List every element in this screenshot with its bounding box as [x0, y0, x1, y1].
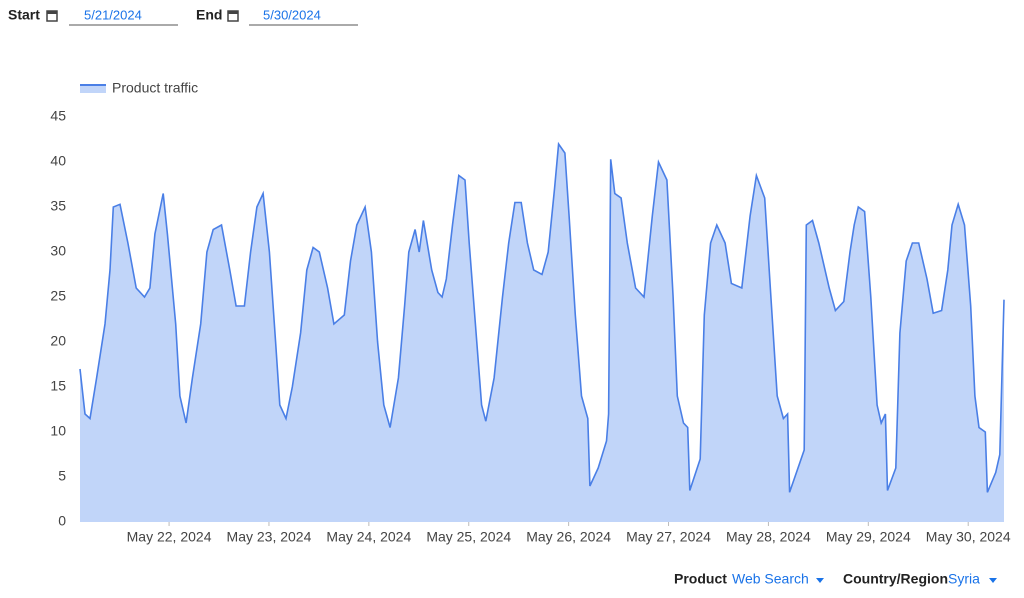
y-tick-label: 25: [50, 288, 66, 304]
start-date[interactable]: 5/21/2024: [84, 7, 142, 22]
region-dropdown[interactable]: Syria: [948, 571, 997, 587]
x-tick-label: May 24, 2024: [326, 529, 411, 545]
end-date[interactable]: 5/30/2024: [263, 7, 321, 22]
x-tick-label: May 29, 2024: [826, 529, 911, 545]
legend-swatch: [80, 85, 106, 93]
x-tick-label: May 22, 2024: [127, 529, 212, 545]
dropdown-arrow: [816, 578, 824, 583]
line: [79, 141, 1005, 493]
x-tick-label: May 26, 2024: [526, 529, 611, 545]
dropdown-arrow: [989, 578, 997, 583]
y-tick-label: 40: [50, 153, 66, 169]
y-tick-label: 35: [50, 198, 66, 214]
x-tick-label: May 30, 2024: [926, 529, 1011, 545]
y-tick-label: 30: [50, 243, 66, 259]
y-tick-label: 0: [58, 513, 66, 529]
product-label: Product: [674, 571, 727, 587]
y-tick-label: 20: [50, 333, 66, 349]
end-label: End: [196, 7, 222, 23]
y-tick-label: 45: [50, 108, 66, 124]
end-date-field[interactable]: 5/30/2024: [249, 7, 358, 26]
y-tick-label: 15: [50, 378, 66, 394]
product-value[interactable]: Web Search: [732, 571, 809, 587]
start-date-field[interactable]: 5/21/2024: [69, 7, 178, 26]
calendar-icon: [227, 10, 239, 22]
area: [80, 144, 1004, 522]
start-label: Start: [8, 7, 40, 23]
x-tick-label: May 28, 2024: [726, 529, 811, 545]
region-label: Country/Region: [843, 571, 948, 587]
legend-label: Product traffic: [112, 80, 198, 96]
x-tick-label: May 23, 2024: [227, 529, 312, 545]
region-value[interactable]: Syria: [948, 571, 980, 587]
y-tick-label: 5: [58, 468, 66, 484]
product-dropdown[interactable]: Web Search: [732, 571, 824, 587]
calendar-icon: [46, 10, 58, 22]
y-tick-label: 10: [50, 423, 66, 439]
x-tick-label: May 25, 2024: [426, 529, 511, 545]
plot: 0 5 10 15 20 25 30 35 40 45 May 22, 2024 May 23, 20…: [50, 80, 1010, 545]
x-tick-label: May 27, 2024: [626, 529, 711, 545]
